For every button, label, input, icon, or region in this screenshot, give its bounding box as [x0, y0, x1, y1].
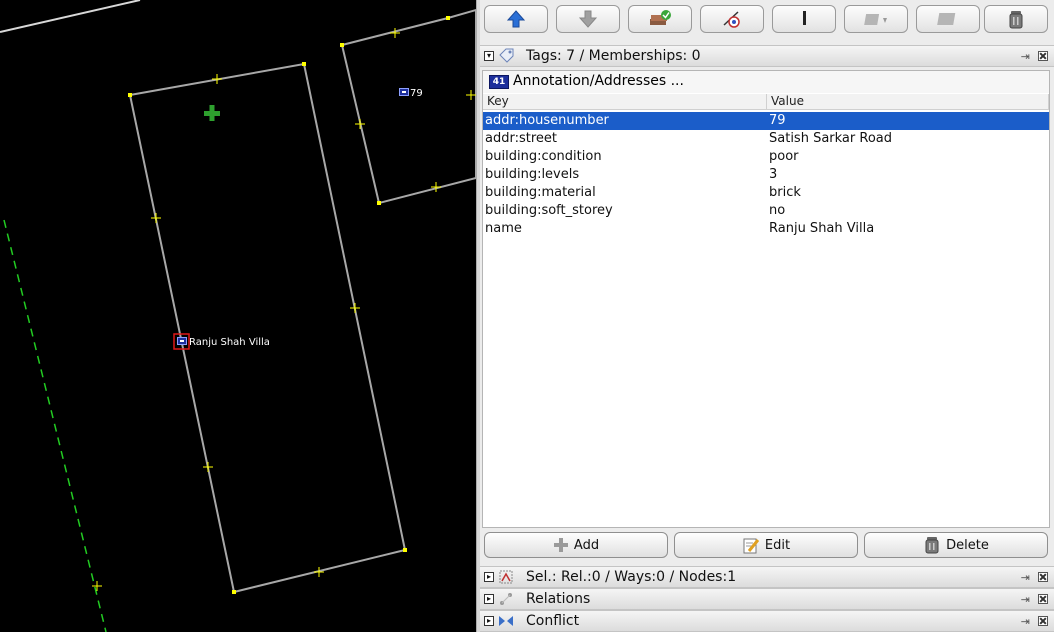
selection-icon — [499, 570, 513, 584]
tag-icon — [499, 48, 514, 63]
split-divider[interactable] — [476, 0, 480, 632]
validate-layer-button[interactable] — [628, 5, 692, 33]
map-canvas[interactable] — [0, 0, 476, 632]
preset-label: Annotation/Addresses ... — [513, 73, 684, 89]
selected-node-marker — [173, 333, 190, 350]
visibility-icon — [723, 11, 740, 28]
pin-icon[interactable]: ⇥ — [1020, 593, 1030, 606]
building-79 — [340, 8, 476, 205]
conflict-dialog-title: Conflict — [526, 613, 580, 629]
road-line — [0, 0, 141, 33]
close-icon[interactable] — [1038, 594, 1048, 604]
table-row[interactable]: building:levels 3 — [483, 166, 1049, 184]
column-header-key[interactable]: Key — [483, 94, 767, 110]
tag-key: addr:housenumber — [485, 113, 609, 128]
dashed-boundary-line — [3, 219, 107, 632]
selection-dialog-header[interactable]: ▸ Sel.: Rel.:0 / Ways:0 / Nodes:1 ⇥ — [480, 566, 1054, 588]
table-row[interactable]: addr:street Satish Sarkar Road — [483, 130, 1049, 148]
column-header-value[interactable]: Value — [767, 94, 1049, 110]
green-plus-icon — [204, 105, 220, 121]
midpoint-markers — [92, 28, 476, 591]
pin-icon[interactable]: ⇥ — [1020, 615, 1030, 628]
preset-link[interactable]: 41 Annotation/Addresses ... — [483, 71, 1049, 93]
tag-value: no — [769, 203, 786, 218]
add-button[interactable]: Add — [484, 532, 668, 558]
relations-icon — [500, 593, 512, 605]
table-row[interactable]: name Ranju Shah Villa — [483, 220, 1049, 238]
address-node-icon[interactable] — [177, 337, 187, 345]
tags-dialog-title: Tags: 7 / Memberships: 0 — [526, 48, 701, 64]
conflict-icon — [499, 616, 513, 626]
tag-key: name — [485, 221, 522, 236]
move-up-button[interactable] — [484, 5, 548, 33]
relations-dialog-header[interactable]: ▸ Relations ⇥ — [480, 588, 1054, 610]
tag-value: Ranju Shah Villa — [769, 221, 875, 236]
selection-dialog-title: Sel.: Rel.:0 / Ways:0 / Nodes:1 — [526, 569, 737, 585]
table-row[interactable]: building:material brick — [483, 184, 1049, 202]
tag-actions: Add Edit Delete — [480, 530, 1054, 562]
arrow-up-icon — [506, 10, 526, 28]
merge-down-icon — [864, 14, 887, 25]
trash-icon — [1009, 11, 1023, 29]
expand-toggle-icon[interactable]: ▸ — [484, 594, 494, 604]
layers-icon — [937, 13, 956, 25]
table-row[interactable]: building:soft_storey no — [483, 202, 1049, 220]
collapse-toggle-icon[interactable]: ▾ — [484, 51, 494, 61]
conflict-dialog-header[interactable]: ▸ Conflict ⇥ — [480, 610, 1054, 632]
tags-dialog-header[interactable]: ▾ Tags: 7 / Memberships: 0 ⇥ — [480, 45, 1054, 67]
layers-check-icon — [650, 10, 671, 25]
tag-key: building:material — [485, 185, 596, 200]
pin-icon[interactable]: ⇥ — [1020, 571, 1030, 584]
delete-layer-button[interactable] — [772, 5, 836, 33]
side-panel: ▾ Tags: 7 / Memberships: 0 ⇥ 41 Annotati… — [480, 0, 1054, 632]
map-label-villa: Ranju Shah Villa — [189, 337, 270, 348]
close-icon[interactable] — [1038, 51, 1048, 61]
close-icon[interactable] — [1038, 616, 1048, 626]
relations-dialog-title: Relations — [526, 591, 591, 607]
preset-icon: 41 — [489, 75, 509, 89]
tag-key: building:soft_storey — [485, 203, 613, 218]
edit-label: Edit — [764, 537, 791, 553]
tag-value: poor — [769, 149, 799, 164]
duplicate-layer-button[interactable] — [916, 5, 980, 33]
building-ranju-shah-villa — [128, 62, 407, 594]
bar-icon — [803, 11, 806, 25]
edit-icon — [743, 538, 760, 554]
tags-table: 41 Annotation/Addresses ... Key Value ad… — [482, 70, 1050, 528]
table-row[interactable]: building:condition poor — [483, 148, 1049, 166]
map-label-79: 79 — [410, 88, 423, 99]
tag-value: 3 — [769, 167, 778, 182]
expand-toggle-icon[interactable]: ▸ — [484, 572, 494, 582]
tag-key: building:levels — [485, 167, 580, 182]
table-row[interactable]: addr:housenumber 79 — [483, 112, 1049, 130]
trash-button[interactable] — [984, 5, 1048, 33]
add-label: Add — [573, 537, 600, 553]
tag-value: Satish Sarkar Road — [769, 131, 892, 146]
trash-icon — [925, 537, 939, 554]
delete-button[interactable]: Delete — [864, 532, 1048, 558]
arrow-down-icon — [578, 10, 598, 28]
edit-button[interactable]: Edit — [674, 532, 858, 558]
tag-value: 79 — [769, 113, 786, 128]
tag-key: addr:street — [485, 131, 557, 146]
pin-icon[interactable]: ⇥ — [1020, 50, 1030, 63]
layer-toolbar — [480, 0, 1054, 40]
tag-key: building:condition — [485, 149, 602, 164]
address-node-icon[interactable] — [399, 88, 409, 96]
move-down-button[interactable] — [556, 5, 620, 33]
hide-layer-button[interactable] — [700, 5, 764, 33]
close-icon[interactable] — [1038, 572, 1048, 582]
expand-toggle-icon[interactable]: ▸ — [484, 616, 494, 626]
way-nodes — [128, 16, 450, 594]
delete-label: Delete — [946, 537, 989, 553]
tag-value: brick — [769, 185, 801, 200]
merge-layer-button[interactable] — [844, 5, 908, 33]
plus-icon — [553, 538, 568, 552]
map-view[interactable]: Ranju Shah Villa 79 — [0, 0, 476, 632]
